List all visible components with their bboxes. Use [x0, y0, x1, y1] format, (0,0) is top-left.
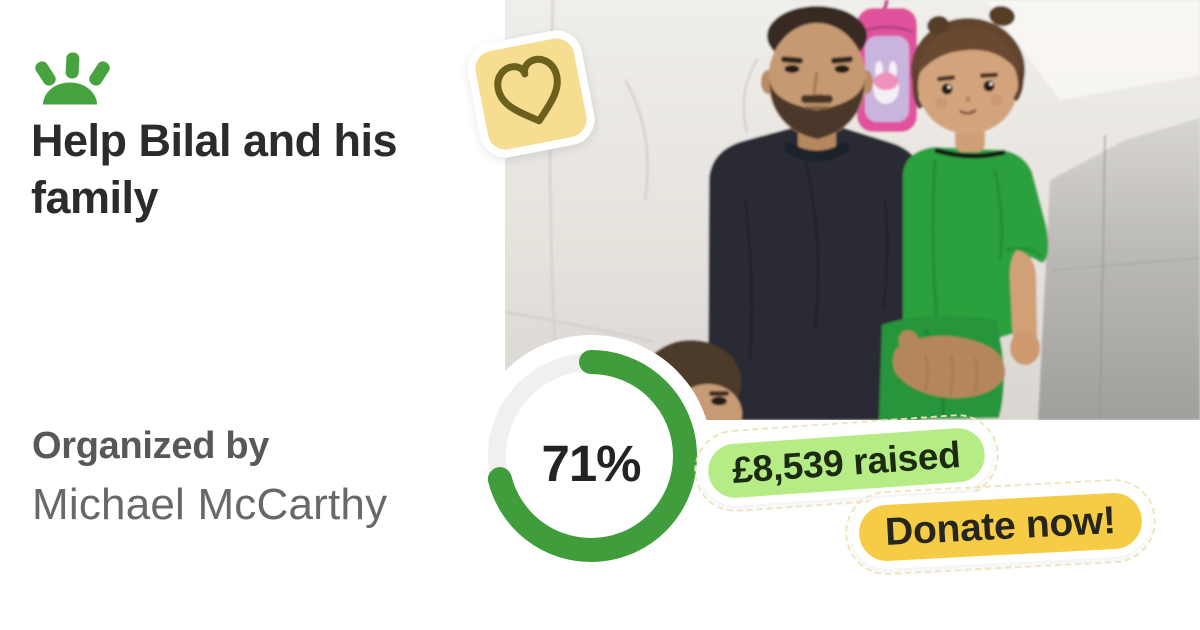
- donate-button-label: Donate now!: [884, 498, 1117, 555]
- floor: [1038, 118, 1200, 420]
- campaign-photo: [505, 0, 1200, 420]
- man-figure: [708, 6, 932, 420]
- campaign-title: Help Bilal and his family: [31, 115, 398, 224]
- gofundme-sunrise-icon: [30, 50, 115, 106]
- left-panel: Help Bilal and his family Organized by M…: [0, 0, 505, 630]
- sunrise-icon-svg: [35, 52, 110, 105]
- organizer-name: Michael McCarthy: [32, 480, 388, 529]
- progress-percent: 71%: [541, 434, 641, 492]
- progress-ring-svg: [485, 350, 697, 562]
- progress-ring: 71%: [470, 335, 712, 577]
- heart-badge: [462, 25, 600, 163]
- organized-by-label: Organized by: [32, 425, 270, 467]
- light-streak: [985, 0, 1200, 100]
- heart-icon: [494, 55, 561, 125]
- man-forearm: [892, 330, 1006, 398]
- backpack: [857, 0, 917, 132]
- donate-button[interactable]: Donate now!: [849, 483, 1152, 571]
- progress-arc: [485, 350, 697, 562]
- raised-amount-label: £8,539 raised: [730, 434, 962, 491]
